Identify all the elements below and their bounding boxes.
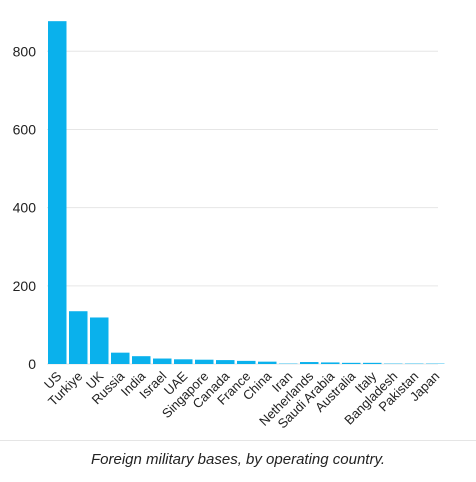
bar-australia [342,362,361,364]
bar-israel [153,358,172,364]
y-tick-label-0: 0 [28,356,36,372]
bar-canada [216,360,235,364]
y-tick-label-600: 600 [13,121,37,137]
bar-uk [90,317,109,364]
bar-france [237,360,256,364]
bar-netherlands [300,362,319,364]
bar-saudi-arabia [321,362,340,364]
bar-turkiye [69,311,88,364]
bar-china [258,361,277,364]
bar-italy [363,362,382,364]
bar-chart: 0200400600800USTurkiyeUKRussiaIndiaIsrae… [13,21,445,431]
bar-us [48,21,67,364]
bar-uae [174,359,193,364]
chart-caption: Foreign military bases, by operating cou… [90,451,386,468]
y-tick-label-200: 200 [13,278,37,294]
bar-india [132,356,151,364]
y-tick-label-800: 800 [13,43,37,59]
bar-russia [111,352,130,364]
bar-singapore [195,359,214,364]
y-tick-label-400: 400 [13,200,37,216]
caption-divider [0,440,476,441]
